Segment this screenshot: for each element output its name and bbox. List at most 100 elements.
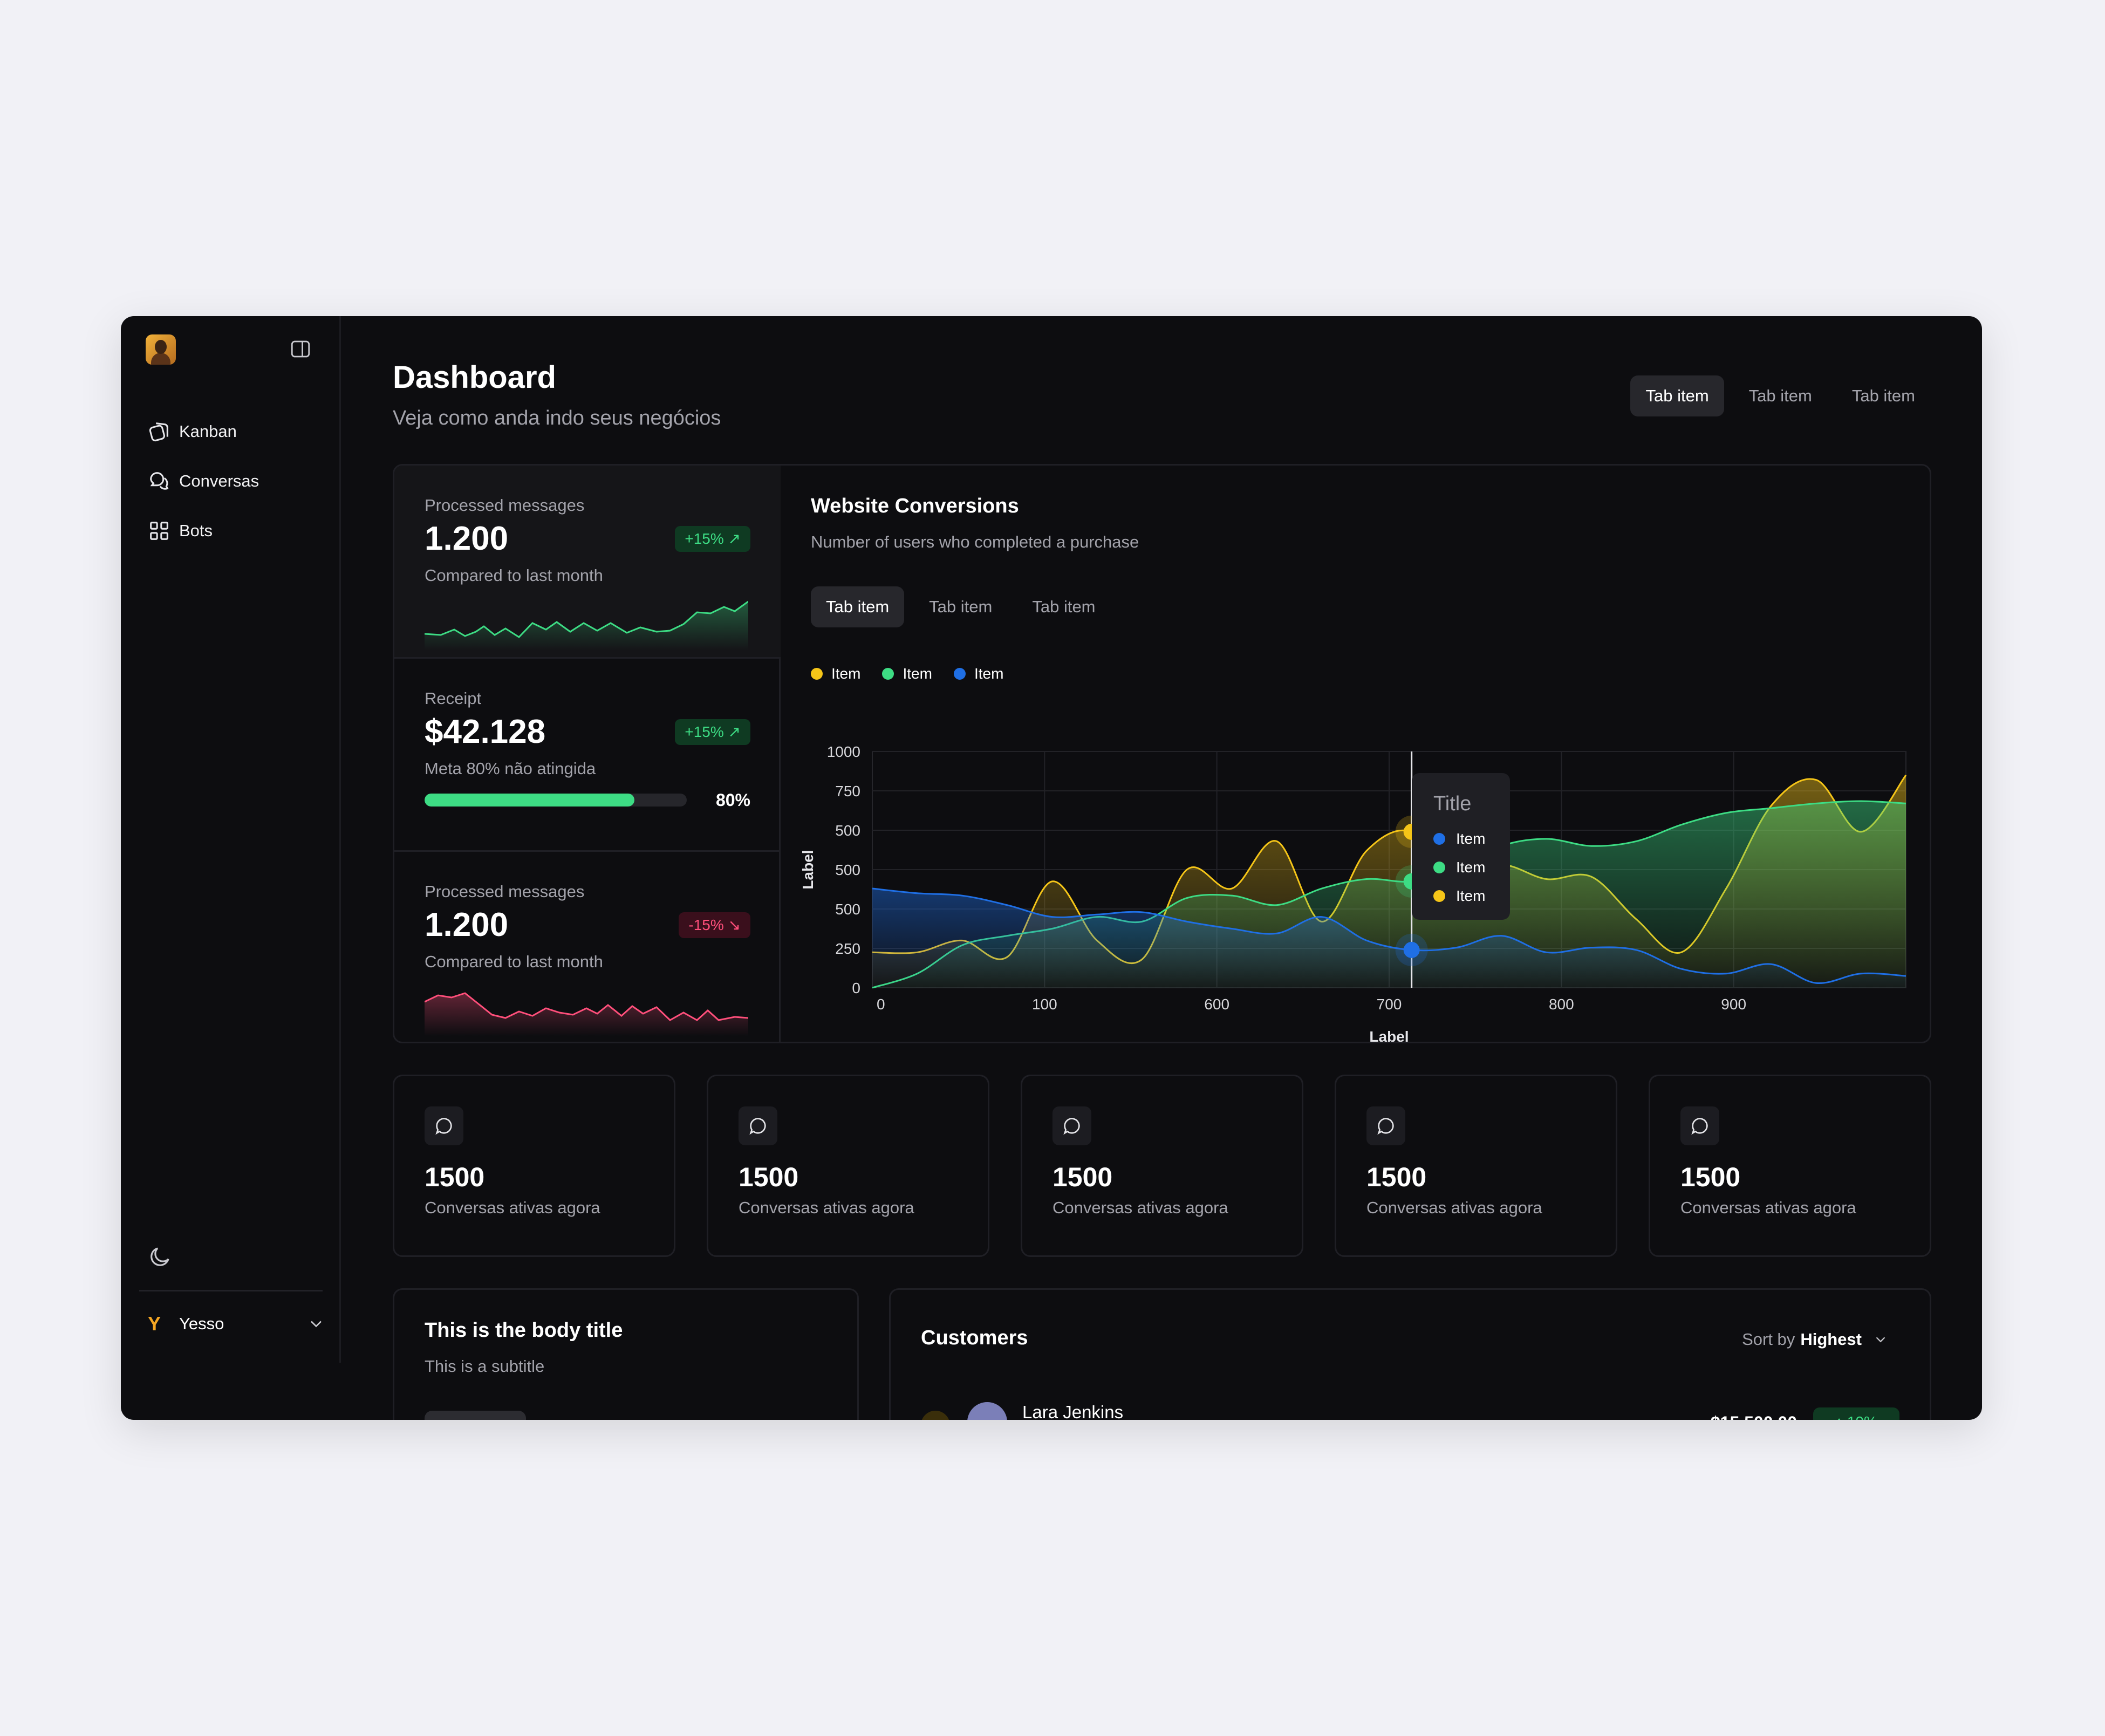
app-window: Kanban Conversas Bots Y Yesso Dashboard … bbox=[121, 316, 1982, 1420]
kpi-subtext: Compared to last month bbox=[425, 952, 603, 971]
x-tick-label: 600 bbox=[1204, 996, 1229, 1013]
sidebar-toggle-icon[interactable] bbox=[288, 338, 313, 360]
sidebar-nav: Kanban Conversas Bots bbox=[147, 407, 259, 556]
stat-value: 1500 bbox=[425, 1162, 485, 1192]
legend-dot bbox=[953, 668, 966, 680]
series-line bbox=[872, 887, 1906, 985]
stats-row: 1500 Conversas ativas agora 1500 Conversas… bbox=[393, 1075, 1931, 1257]
legend-item-blue[interactable]: Item bbox=[953, 665, 1004, 682]
tab-3[interactable]: Tab item bbox=[1851, 386, 1915, 405]
chat-bubble-icon bbox=[1366, 1106, 1405, 1145]
sidebar-item-label: Conversas bbox=[179, 471, 259, 490]
y-tick-label: 500 bbox=[835, 822, 860, 839]
sparkline-up bbox=[425, 600, 748, 650]
stat-card[interactable]: 1500 Conversas ativas agora bbox=[1021, 1075, 1303, 1257]
avatar[interactable] bbox=[146, 334, 176, 365]
page-title: Dashboard bbox=[393, 360, 556, 395]
x-axis-label: Label bbox=[1369, 1028, 1409, 1043]
customer-row[interactable]: 1 Lara Jenkins $15.500,00 ↑ 10% bbox=[921, 1402, 1899, 1420]
y-tick-label: 1000 bbox=[827, 743, 860, 760]
tooltip-label: Item bbox=[1456, 887, 1486, 904]
tooltip-row: Item bbox=[1433, 853, 1510, 881]
customer-avatar bbox=[967, 1402, 1007, 1420]
chat-bubble-icon bbox=[1052, 1106, 1091, 1145]
stat-card[interactable]: 1500 Conversas ativas agora bbox=[1335, 1075, 1617, 1257]
legend-dot bbox=[811, 668, 823, 680]
chart-tab-3[interactable]: Tab item bbox=[1032, 597, 1096, 616]
customers-card: Customers Sort by Highest 1 Lara Jenkins… bbox=[889, 1288, 1931, 1420]
tooltip-label: Item bbox=[1456, 858, 1486, 876]
tooltip-dot bbox=[1433, 832, 1445, 845]
stat-value: 1500 bbox=[739, 1162, 799, 1192]
overview-panel: Processed messages 1.200 +15% ↗ Compared… bbox=[393, 464, 1931, 1043]
body-action-button[interactable] bbox=[425, 1411, 526, 1420]
legend-label: Item bbox=[974, 665, 1004, 682]
trend-badge: +15% ↗ bbox=[675, 526, 750, 552]
stat-label: Conversas ativas agora bbox=[425, 1198, 600, 1217]
customer-trend-badge: ↑ 10% bbox=[1813, 1407, 1899, 1420]
moon-icon[interactable] bbox=[147, 1244, 173, 1270]
chevron-down-icon bbox=[311, 1321, 322, 1328]
y-tick-label: 500 bbox=[835, 901, 860, 918]
yesso-logo: Y bbox=[148, 1313, 161, 1335]
trend-badge: +15% ↗ bbox=[675, 719, 750, 745]
progress-label: 80% bbox=[715, 790, 750, 810]
kpi-subtext: Compared to last month bbox=[425, 566, 603, 585]
highlight-point bbox=[1403, 941, 1420, 958]
chart-tabs: Tab item Tab item Tab item bbox=[811, 586, 1111, 627]
trend-badge: -15% ↘ bbox=[679, 912, 750, 938]
sort-dropdown[interactable]: Sort by Highest bbox=[1742, 1330, 1889, 1349]
stat-label: Conversas ativas agora bbox=[739, 1198, 914, 1217]
y-axis-label: Label bbox=[799, 850, 816, 889]
sort-prefix: Sort by bbox=[1742, 1330, 1795, 1349]
kpi-column: Processed messages 1.200 +15% ↗ Compared… bbox=[394, 466, 781, 1042]
tooltip-title: Title bbox=[1433, 792, 1472, 815]
x-tick-label: 0 bbox=[877, 996, 885, 1013]
chat-icon bbox=[150, 472, 169, 490]
org-switcher[interactable]: Y Yesso bbox=[148, 1309, 326, 1339]
y-tick-label: 0 bbox=[852, 980, 860, 996]
sparkline-down bbox=[425, 992, 748, 1036]
kanban-icon bbox=[149, 422, 168, 442]
area-chart[interactable]: 0 250 500 500 500 750 1000 0 100 600 700 800 900 Labe… bbox=[781, 703, 1931, 1043]
x-tick-label: 100 bbox=[1032, 996, 1057, 1013]
kpi-label: Receipt bbox=[425, 689, 482, 708]
main-content: Dashboard Veja como anda indo seus negóc… bbox=[341, 316, 1982, 1420]
stat-value: 1500 bbox=[1680, 1162, 1741, 1192]
legend-item-green[interactable]: Item bbox=[882, 665, 932, 682]
rank-badge: 1 bbox=[921, 1411, 950, 1420]
tab-2[interactable]: Tab item bbox=[1748, 386, 1812, 405]
chart-tab-1[interactable]: Tab item bbox=[811, 586, 905, 627]
stat-value: 1500 bbox=[1366, 1162, 1427, 1192]
legend-label: Item bbox=[903, 665, 932, 682]
chart-legend: Item Item Item bbox=[811, 665, 1003, 682]
sidebar-item-bots[interactable]: Bots bbox=[147, 506, 259, 556]
org-name: Yesso bbox=[179, 1314, 224, 1333]
tooltip-row: Item bbox=[1433, 881, 1510, 910]
conversions-chart-card: Website Conversions Number of users who … bbox=[781, 466, 1930, 1042]
x-tick-label: 700 bbox=[1377, 996, 1402, 1013]
sidebar-item-kanban[interactable]: Kanban bbox=[147, 407, 259, 456]
customer-amount: $15.500,00 bbox=[1711, 1413, 1797, 1420]
stat-card[interactable]: 1500 Conversas ativas agora bbox=[1649, 1075, 1931, 1257]
y-tick-label: 500 bbox=[835, 862, 860, 878]
tab-1[interactable]: Tab item bbox=[1630, 375, 1724, 416]
kpi-subtext: Meta 80% não atingida bbox=[425, 759, 596, 778]
progress-fill bbox=[425, 794, 634, 807]
tooltip-label: Item bbox=[1456, 830, 1486, 847]
customers-title: Customers bbox=[921, 1327, 1028, 1349]
stat-card[interactable]: 1500 Conversas ativas agora bbox=[707, 1075, 989, 1257]
grid-icon bbox=[150, 522, 168, 540]
sidebar-item-conversas[interactable]: Conversas bbox=[147, 456, 259, 506]
body-card: This is the body title This is a subtitl… bbox=[393, 1288, 859, 1420]
legend-item-yellow[interactable]: Item bbox=[811, 665, 860, 682]
x-tick-label: 900 bbox=[1721, 996, 1746, 1013]
chart-tab-2[interactable]: Tab item bbox=[929, 597, 993, 616]
kpi-card-processed-messages-down[interactable]: Processed messages 1.200 -15% ↘ Compared… bbox=[394, 852, 781, 1042]
chart-subtitle: Number of users who completed a purchase bbox=[811, 532, 1139, 551]
kpi-card-processed-messages[interactable]: Processed messages 1.200 +15% ↗ Compared… bbox=[394, 466, 781, 659]
tooltip-row: Item bbox=[1433, 824, 1510, 853]
stat-card[interactable]: 1500 Conversas ativas agora bbox=[393, 1075, 675, 1257]
kpi-card-receipt[interactable]: Receipt $42.128 +15% ↗ Meta 80% não atin… bbox=[394, 659, 781, 852]
body-title: This is the body title bbox=[425, 1319, 623, 1342]
